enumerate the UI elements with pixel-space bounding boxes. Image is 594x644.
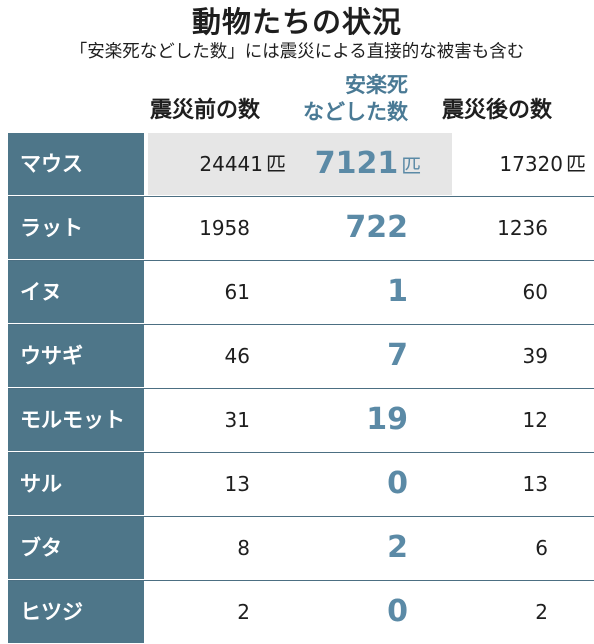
animal-name: ブタ	[8, 517, 144, 579]
page-subtitle: 「安楽死などした数」には震災による直接的な被害も含む	[69, 42, 525, 62]
animal-name: ヒツジ	[8, 581, 144, 643]
before-count: 24441 匹	[148, 133, 294, 195]
table-row-rat: ラット 1958 722 1236	[8, 197, 594, 261]
before-value: 24441	[199, 152, 263, 176]
before-count: 46	[224, 344, 250, 368]
header-after-count: 震災後の数	[442, 98, 553, 123]
unit-label: 匹	[401, 154, 422, 178]
unit-label: 匹	[566, 152, 586, 176]
animal-name: マウス	[8, 133, 144, 195]
header-euthanized-line2: などした数	[303, 100, 408, 124]
table-row-dog: イヌ 61 1 60	[8, 261, 594, 325]
animal-name: ウサギ	[8, 325, 144, 387]
before-count: 2	[237, 600, 250, 624]
header-before-count: 震災前の数	[150, 98, 261, 123]
euthanized-count: 7121 匹	[294, 133, 442, 195]
before-count: 61	[224, 280, 250, 304]
animal-name: サル	[8, 453, 144, 515]
table-row-rabbit: ウサギ 46 7 39	[8, 325, 594, 389]
after-count: 2	[535, 600, 548, 624]
after-count: 60	[522, 280, 548, 304]
euthanized-value: 7121	[314, 146, 399, 181]
header-euthanized-line1: 安楽死	[345, 73, 408, 97]
after-value: 17320	[499, 152, 563, 176]
after-count: 13	[522, 472, 548, 496]
animal-name: イヌ	[8, 261, 144, 323]
before-count: 13	[224, 472, 250, 496]
table-row-pig: ブタ 8 2 6	[8, 517, 594, 581]
animal-name: モルモット	[8, 389, 144, 451]
euthanized-count: 0	[387, 466, 408, 501]
euthanized-count: 7	[387, 338, 408, 373]
before-count: 8	[237, 536, 250, 560]
euthanized-count: 19	[366, 402, 408, 437]
before-count: 1958	[199, 216, 250, 240]
before-count: 31	[224, 408, 250, 432]
after-count: 6	[535, 536, 548, 560]
euthanized-count: 1	[387, 274, 408, 309]
unit-label: 匹	[266, 152, 286, 176]
euthanized-count: 0	[387, 594, 408, 629]
after-count: 17320 匹	[442, 133, 594, 195]
mouse-after-background	[452, 133, 594, 195]
animal-name: ラット	[8, 197, 144, 259]
table-row-mouse: マウス 24441 匹 7121 匹 17320 匹	[8, 133, 594, 197]
after-count: 12	[522, 408, 548, 432]
euthanized-count: 722	[345, 210, 408, 245]
after-count: 39	[522, 344, 548, 368]
page-title: 動物たちの状況	[191, 5, 402, 39]
table-row-monkey: サル 13 0 13	[8, 453, 594, 517]
mouse-arrow-shape	[434, 133, 452, 195]
header-euthanized-count: 安楽死 などした数	[300, 72, 442, 126]
animal-table: マウス 24441 匹 7121 匹 17320 匹 ラット 1958 722 123…	[8, 133, 594, 644]
table-row-sheep: ヒツジ 2 0 2	[8, 581, 594, 644]
after-count: 1236	[497, 216, 548, 240]
table-row-guinea-pig: モルモット 31 19 12	[8, 389, 594, 453]
euthanized-count: 2	[387, 530, 408, 565]
